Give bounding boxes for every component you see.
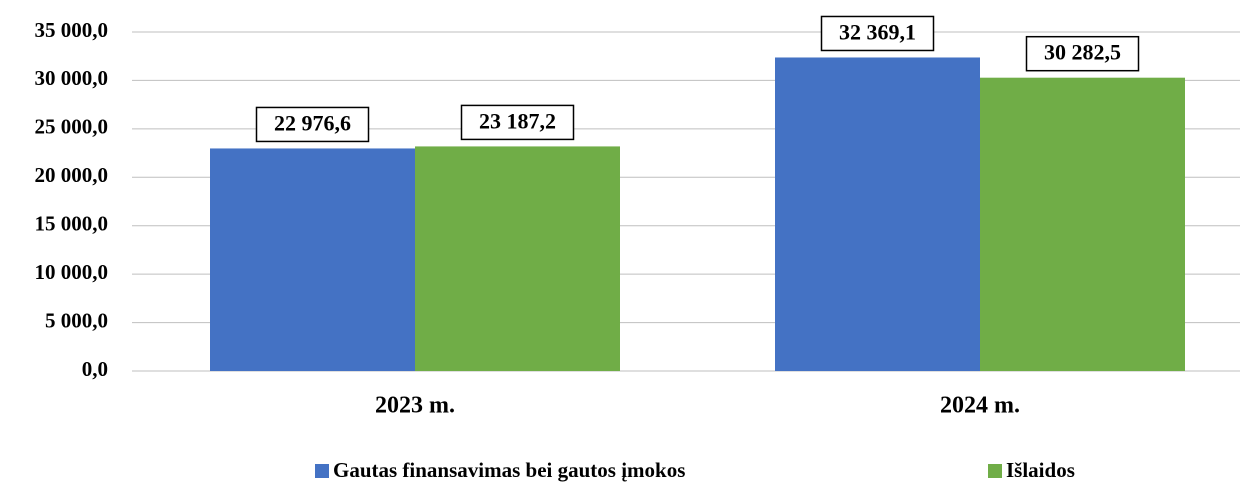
- y-tick-label: 5 000,0: [45, 308, 108, 332]
- y-tick-label: 25 000,0: [35, 115, 109, 139]
- value-label-box: [460, 104, 575, 141]
- y-tick-label: 10 000,0: [35, 260, 109, 284]
- value-label: 23 187,2: [479, 108, 556, 133]
- y-tick-label: 0,0: [82, 357, 108, 381]
- bar: [980, 77, 1185, 372]
- bar: [775, 57, 980, 371]
- y-tick-label: 20 000,0: [35, 163, 109, 187]
- x-tick-label: 2024 m.: [940, 393, 1020, 419]
- legend-label: Gautas finansavimas bei gautos įmokos: [333, 458, 685, 482]
- y-tick-label: 30 000,0: [35, 66, 109, 90]
- value-label-box: [820, 15, 935, 52]
- y-tick-label: 15 000,0: [35, 212, 109, 236]
- y-tick-label: 35 000,0: [35, 18, 109, 42]
- legend-label: Išlaidos: [1006, 458, 1075, 482]
- bar: [415, 146, 620, 371]
- value-label: 22 976,6: [274, 111, 351, 136]
- x-tick-label: 2023 m.: [375, 393, 455, 419]
- value-label-box: [1025, 35, 1140, 72]
- legend-swatch: [315, 464, 329, 478]
- value-label: 32 369,1: [839, 20, 916, 45]
- value-label-box: [255, 106, 370, 143]
- legend-swatch: [988, 464, 1002, 478]
- value-label: 30 282,5: [1044, 40, 1121, 65]
- bar: [210, 148, 415, 371]
